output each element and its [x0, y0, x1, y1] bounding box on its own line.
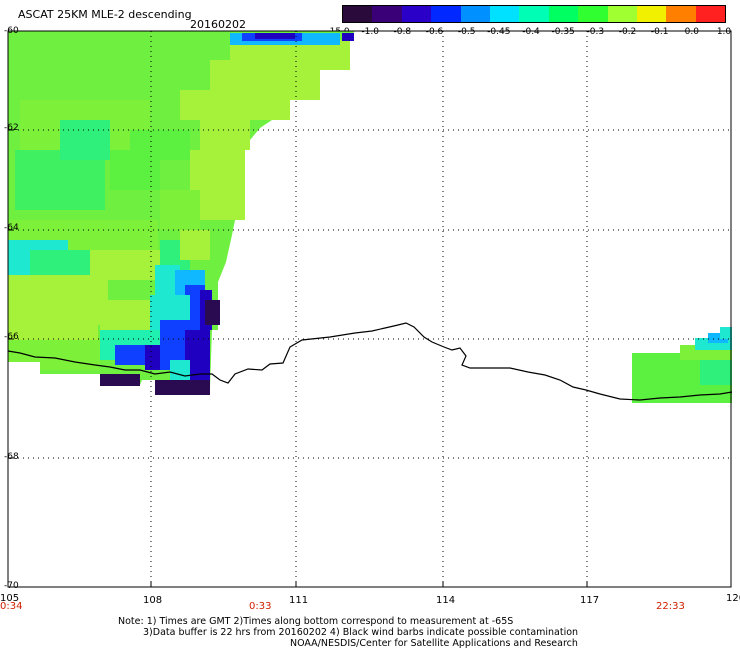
wind-cell — [720, 327, 732, 339]
coastline — [7, 322, 733, 401]
wind-cell — [160, 190, 200, 230]
wind-cell — [130, 130, 190, 160]
colorbar-segment — [578, 6, 608, 22]
note-line-2: 3)Data buffer is 22 hrs from 20160202 4)… — [143, 627, 579, 638]
wind-cell — [155, 380, 210, 395]
colorbar-segment — [636, 6, 667, 22]
colorbar-label: -0.5 — [457, 27, 476, 37]
colorbar-label: -0.1 — [650, 27, 669, 37]
time-label-0: 0:34 — [0, 601, 23, 612]
note-line-1: Note: 1) Times are GMT 2)Times along bot… — [118, 616, 514, 627]
colorbar-label: -0.8 — [393, 27, 412, 37]
wind-cell — [180, 230, 210, 260]
colorbar-label: 1.0 — [716, 27, 732, 37]
wind-cell — [170, 360, 190, 380]
colorbar-label: -0.6 — [425, 27, 444, 37]
colorbar-segment — [343, 6, 373, 22]
colorbar-label: -0.4 — [522, 27, 540, 37]
lat-lon-grid — [8, 30, 731, 588]
lat-label-64: -64 — [4, 223, 19, 233]
lon-label-108: 108 — [143, 595, 163, 606]
lat-label-68: -68 — [4, 452, 19, 462]
time-label-1: 0:33 — [249, 601, 272, 612]
colorbar-segment — [401, 6, 432, 22]
wind-cell — [205, 300, 220, 325]
colorbar-segment — [519, 6, 549, 22]
note-line-3: NOAA/NESDIS/Center for Satellite Applica… — [290, 638, 578, 649]
wind-cell — [8, 340, 48, 362]
wind-field — [8, 31, 732, 403]
wind-cell — [255, 33, 295, 39]
map-frame — [7, 30, 732, 588]
colorbar-segment — [607, 6, 637, 22]
colorbar — [342, 5, 726, 23]
wind-cell — [100, 374, 140, 386]
colorbar-label: -0.45 — [487, 27, 511, 37]
colorbar-segment — [431, 6, 461, 22]
colorbar-segment — [372, 6, 402, 22]
lon-label-105: 105 — [0, 593, 20, 604]
lon-label-114: 114 — [436, 595, 456, 606]
colorbar-segment — [695, 6, 726, 22]
lat-label-66: -66 — [4, 332, 19, 342]
header-date: 20160202 — [190, 18, 246, 31]
colorbar-label: -0.3 — [586, 27, 605, 37]
lat-label-60: -60 — [4, 26, 19, 36]
lat-label-62: -62 — [4, 123, 19, 133]
lon-label-117: 117 — [580, 595, 600, 606]
colorbar-label: -0.2 — [618, 27, 637, 37]
lon-label-120: 120 — [726, 593, 740, 604]
colorbar-label: -0.35 — [551, 27, 575, 37]
colorbar-segment — [489, 6, 520, 22]
wind-cell — [200, 110, 250, 150]
colorbar-label: -1.0 — [361, 27, 379, 37]
wind-cell — [40, 340, 100, 370]
wind-cell — [60, 120, 110, 160]
colorbar-segment — [548, 6, 579, 22]
colorbar-segment — [460, 6, 490, 22]
time-label-2: 22:33 — [656, 601, 685, 612]
colorbar-segment — [666, 6, 696, 22]
colorbar-label: 0.0 — [684, 27, 699, 37]
lat-label-70: -70 — [4, 581, 19, 591]
lon-label-111: 111 — [289, 595, 309, 606]
wind-cell — [708, 333, 728, 343]
wind-cell — [700, 360, 732, 385]
wind-cell — [342, 33, 354, 41]
header-title: ASCAT 25KM MLE-2 descending — [18, 8, 192, 21]
